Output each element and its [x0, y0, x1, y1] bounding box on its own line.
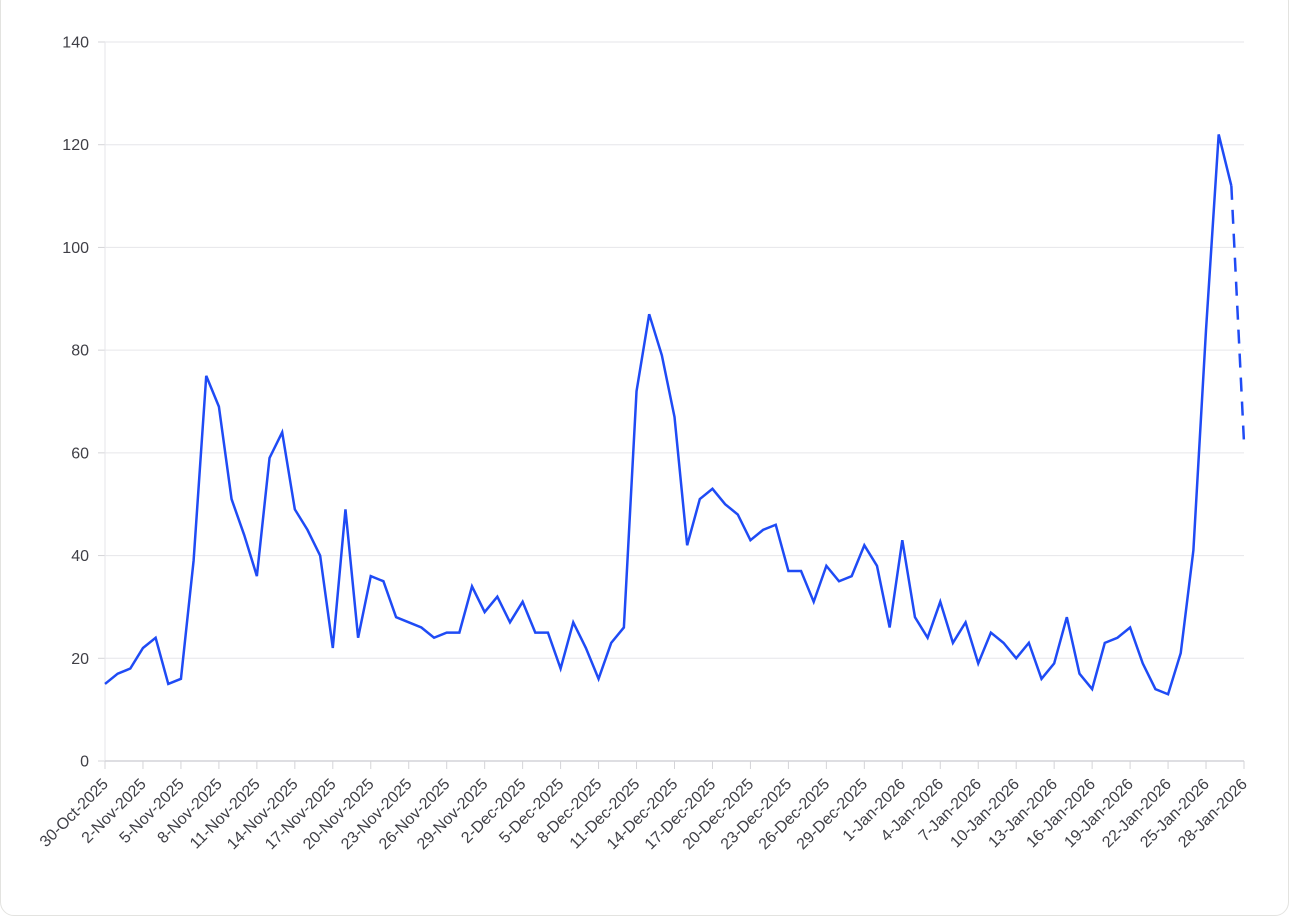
y-axis: 0 20 40 60 80 100 120 140 [62, 35, 106, 771]
series-line-solid [104, 134, 1233, 696]
y-tick-label: 0 [80, 754, 89, 771]
y-tick-label: 80 [71, 343, 89, 360]
series-line-projected [1230, 185, 1246, 443]
y-tick-label: 60 [71, 445, 89, 462]
y-tick-label: 140 [62, 35, 89, 52]
y-tick-label: 20 [71, 651, 89, 668]
data-series [104, 134, 1246, 696]
y-tick-label: 40 [71, 548, 89, 565]
x-axis: 30-Oct-20252-Nov-20255-Nov-20258-Nov-202… [37, 760, 1251, 853]
gridlines [105, 41, 1244, 762]
y-tick-label: 100 [62, 240, 89, 257]
y-tick-label: 120 [62, 137, 89, 154]
